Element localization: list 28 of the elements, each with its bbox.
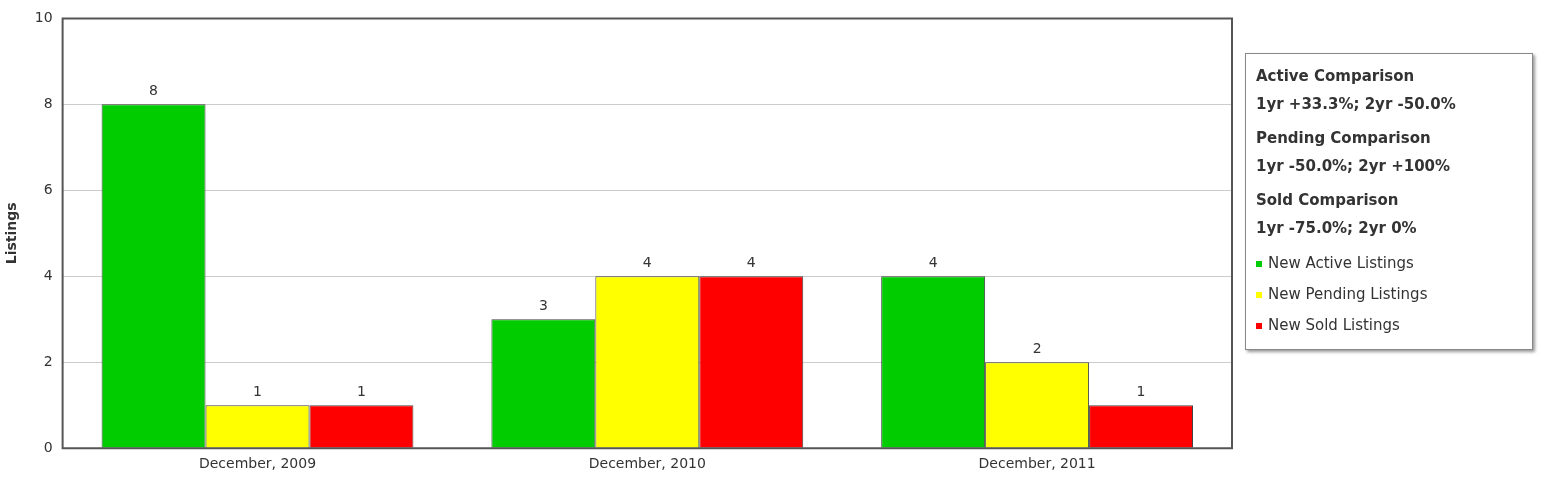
text: 1yr +33.3%; 2yr -50.0% [1256, 94, 1457, 115]
data-label: 3 [538, 296, 548, 313]
legend-label: New Active Listings [1268, 254, 1414, 272]
text: 1yr -75.0%; 2yr 0% [1256, 218, 1418, 239]
x-tick-label: December, 2010 [588, 455, 706, 472]
text: Active Comparison [1256, 66, 1416, 87]
x-tick-label: December, 2011 [978, 455, 1096, 472]
y-tick-label: 8 [43, 95, 53, 111]
data-label: 1 [1136, 382, 1146, 399]
legend-label: New Pending Listings [1268, 285, 1428, 303]
text: Pending Comparison [1256, 128, 1432, 149]
data-label: 8 [149, 82, 159, 98]
y-tick-label: 10 [34, 9, 53, 26]
data-label: 4 [746, 253, 756, 270]
y-tick-label: 4 [43, 266, 53, 283]
data-label: 4 [928, 253, 938, 270]
y-tick-label: 6 [43, 180, 53, 197]
text: Sold Comparison [1256, 190, 1400, 211]
data-label: 1 [357, 382, 366, 399]
legend-label: New Sold Listings [1268, 316, 1400, 334]
data-label: 4 [642, 253, 652, 270]
y-axis-title: Listings [3, 202, 20, 265]
y-tick-label: 0 [43, 438, 53, 455]
text: 1yr -50.0%; 2yr +100% [1256, 156, 1452, 177]
x-tick-label: December, 2009 [198, 455, 317, 472]
data-label: 2 [1032, 339, 1042, 356]
data-label: 1 [253, 382, 262, 399]
y-tick-label: 2 [43, 352, 53, 369]
